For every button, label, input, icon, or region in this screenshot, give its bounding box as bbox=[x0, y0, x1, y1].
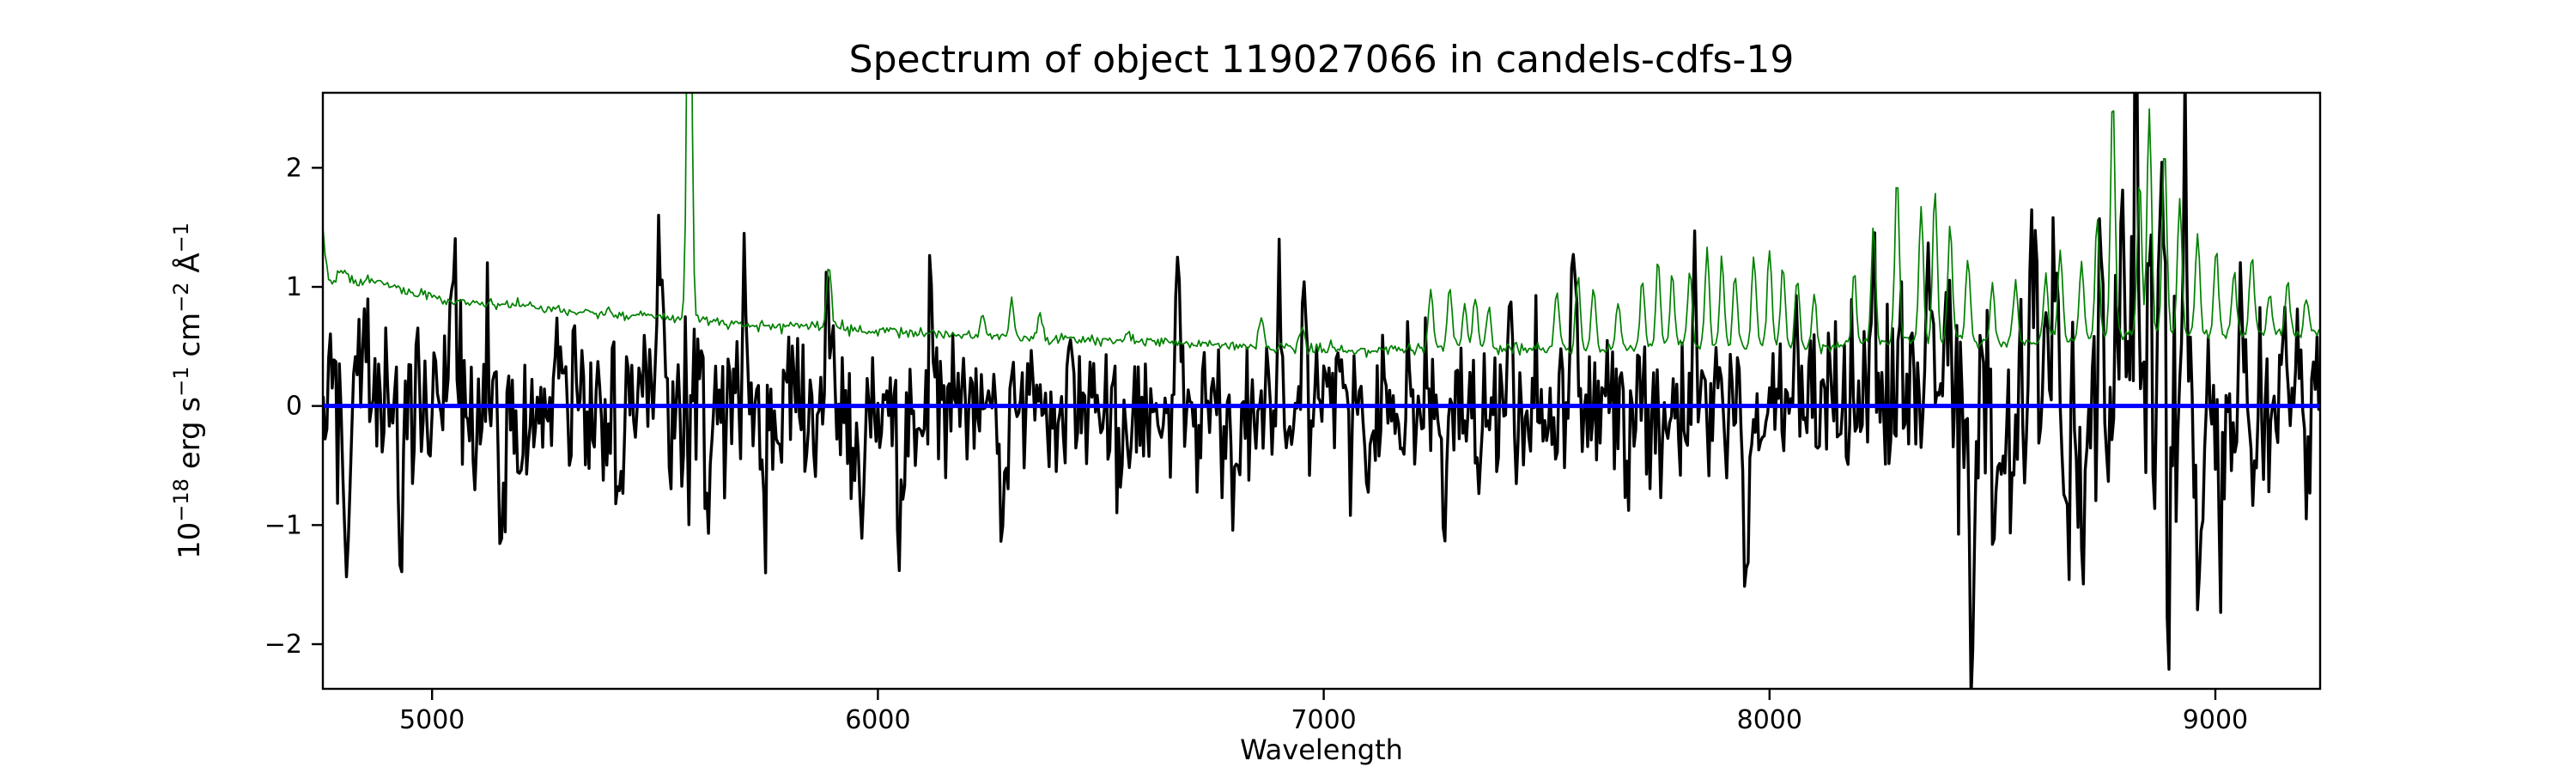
y-tick-label: 1 bbox=[286, 272, 302, 302]
y-tick-labels: 2 1 0 −1 −2 bbox=[264, 153, 302, 660]
y-axis-label: 10−18 erg s−1 cm−2 Å−1 bbox=[169, 222, 207, 559]
axes-frame bbox=[321, 91, 2322, 691]
plot-title: Spectrum of object 119027066 in candels-… bbox=[849, 38, 1795, 82]
x-tick-label: 8000 bbox=[1737, 705, 1802, 735]
x-tick-label: 6000 bbox=[845, 705, 910, 735]
y-tick-label: −1 bbox=[264, 510, 302, 540]
flux-series-line bbox=[323, 93, 2320, 689]
axis-ticks bbox=[312, 167, 2217, 700]
y-tick-label: −2 bbox=[264, 630, 302, 660]
x-tick-label: 7000 bbox=[1291, 705, 1356, 735]
x-axis-label: Wavelength bbox=[1240, 733, 1403, 766]
y-tick-label: 2 bbox=[286, 153, 302, 183]
x-tick-label: 9000 bbox=[2183, 705, 2248, 735]
y-tick-label: 0 bbox=[286, 392, 302, 422]
error-spectrum-line bbox=[323, 93, 2320, 358]
x-tick-label: 5000 bbox=[399, 705, 465, 735]
x-tick-labels: 5000 6000 7000 8000 9000 bbox=[399, 705, 2248, 735]
